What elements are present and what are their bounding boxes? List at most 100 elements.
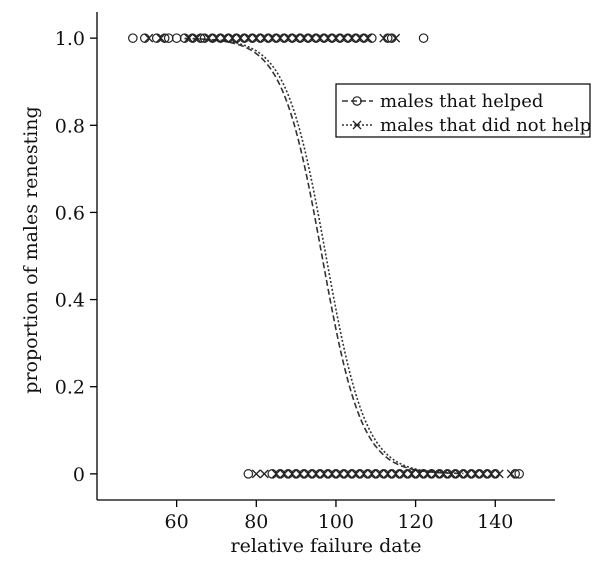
point-helped <box>223 33 234 43</box>
point-helped <box>327 33 337 43</box>
point-helped <box>139 33 150 43</box>
y-tick-label-3: 0.6 <box>55 202 85 224</box>
point-helped <box>239 33 250 43</box>
legend-label-helped: males that helped <box>380 91 543 112</box>
point-helped <box>295 33 305 43</box>
point-helped <box>315 469 325 479</box>
point-not-helped <box>391 469 401 479</box>
point-not-helped <box>259 469 269 479</box>
data-points <box>128 33 524 479</box>
x-tick-label-100: 100 <box>318 511 354 533</box>
point-helped <box>275 469 285 479</box>
point-not-helped <box>299 33 309 43</box>
y-tick-label-2: 0.4 <box>55 290 85 312</box>
y-tick-label-0: 0 <box>73 464 85 486</box>
point-helped <box>351 33 361 43</box>
point-not-helped <box>351 469 361 479</box>
legend-label-not-helped: males that did not help <box>380 115 591 136</box>
point-helped <box>215 33 226 43</box>
point-helped <box>311 33 321 43</box>
point-helped <box>151 33 162 43</box>
y-tick-label-4: 0.8 <box>55 115 85 137</box>
point-helped <box>247 33 258 43</box>
point-not-helped <box>144 33 154 43</box>
point-not-helped <box>291 33 301 43</box>
y-tick-label-5: 1.0 <box>55 28 85 50</box>
x-tick-label-120: 120 <box>397 511 433 533</box>
x-axis-label: relative failure date <box>231 535 422 557</box>
point-not-helped <box>192 33 202 43</box>
point-not-helped <box>204 33 213 43</box>
y-tick-label-1: 0.2 <box>55 377 85 399</box>
point-not-helped <box>415 469 425 479</box>
point-not-helped <box>283 33 293 43</box>
point-not-helped <box>359 469 369 479</box>
point-not-helped <box>295 469 305 479</box>
point-helped <box>283 469 293 479</box>
point-helped <box>335 33 345 43</box>
point-helped <box>355 469 365 479</box>
point-not-helped <box>399 469 409 479</box>
point-not-helped <box>470 469 480 479</box>
point-not-helped <box>339 33 349 43</box>
point-helped <box>299 469 309 479</box>
point-helped <box>386 469 397 479</box>
point-not-helped <box>212 33 221 43</box>
point-helped <box>402 469 413 479</box>
point-helped <box>271 33 282 43</box>
point-not-helped <box>486 469 496 479</box>
point-helped <box>207 33 218 43</box>
point-not-helped <box>347 33 357 43</box>
point-not-helped <box>383 469 393 479</box>
point-helped <box>307 469 317 479</box>
point-not-helped <box>331 33 341 43</box>
point-not-helped <box>156 33 166 43</box>
legend-box <box>335 83 591 138</box>
point-helped <box>303 33 313 43</box>
point-not-helped <box>303 469 313 479</box>
point-helped <box>255 33 266 43</box>
point-not-helped <box>454 469 464 479</box>
point-helped <box>319 33 329 43</box>
point-not-helped <box>439 469 448 479</box>
point-helped <box>514 469 524 479</box>
point-not-helped <box>319 469 329 479</box>
point-helped <box>458 469 469 479</box>
point-helped <box>490 469 501 479</box>
point-helped <box>378 469 389 479</box>
x-ticks: 60 80 100 120 140 <box>165 500 513 533</box>
point-helped <box>343 33 353 43</box>
point-not-helped <box>355 33 365 43</box>
point-helped <box>287 33 297 43</box>
point-not-helped <box>251 469 261 479</box>
point-not-helped <box>184 33 194 43</box>
point-not-helped <box>275 33 285 43</box>
point-not-helped <box>423 469 433 479</box>
legend-marker-helped <box>352 96 362 106</box>
point-not-helped <box>335 469 345 479</box>
y-ticks: 0 0.2 0.4 0.6 0.8 1.0 <box>55 28 97 486</box>
point-not-helped <box>251 33 261 43</box>
point-not-helped <box>235 33 245 43</box>
point-not-helped <box>279 469 289 479</box>
point-helped <box>466 469 477 479</box>
point-helped <box>128 33 138 43</box>
point-helped <box>231 33 242 43</box>
point-not-helped <box>494 469 504 479</box>
point-not-helped <box>407 469 417 479</box>
point-helped <box>291 469 301 479</box>
point-helped <box>243 469 254 479</box>
point-not-helped <box>323 33 333 43</box>
point-not-helped <box>259 33 269 43</box>
point-helped <box>366 33 377 43</box>
point-not-helped <box>243 33 253 43</box>
point-helped <box>339 469 349 479</box>
point-not-helped <box>287 469 297 479</box>
point-not-helped <box>311 469 321 479</box>
point-not-helped <box>431 469 440 479</box>
legend: males that helped males that did not hel… <box>335 83 591 138</box>
point-not-helped <box>391 33 401 43</box>
x-tick-label-80: 80 <box>244 511 268 533</box>
point-helped <box>482 469 493 479</box>
point-not-helped <box>307 33 317 43</box>
